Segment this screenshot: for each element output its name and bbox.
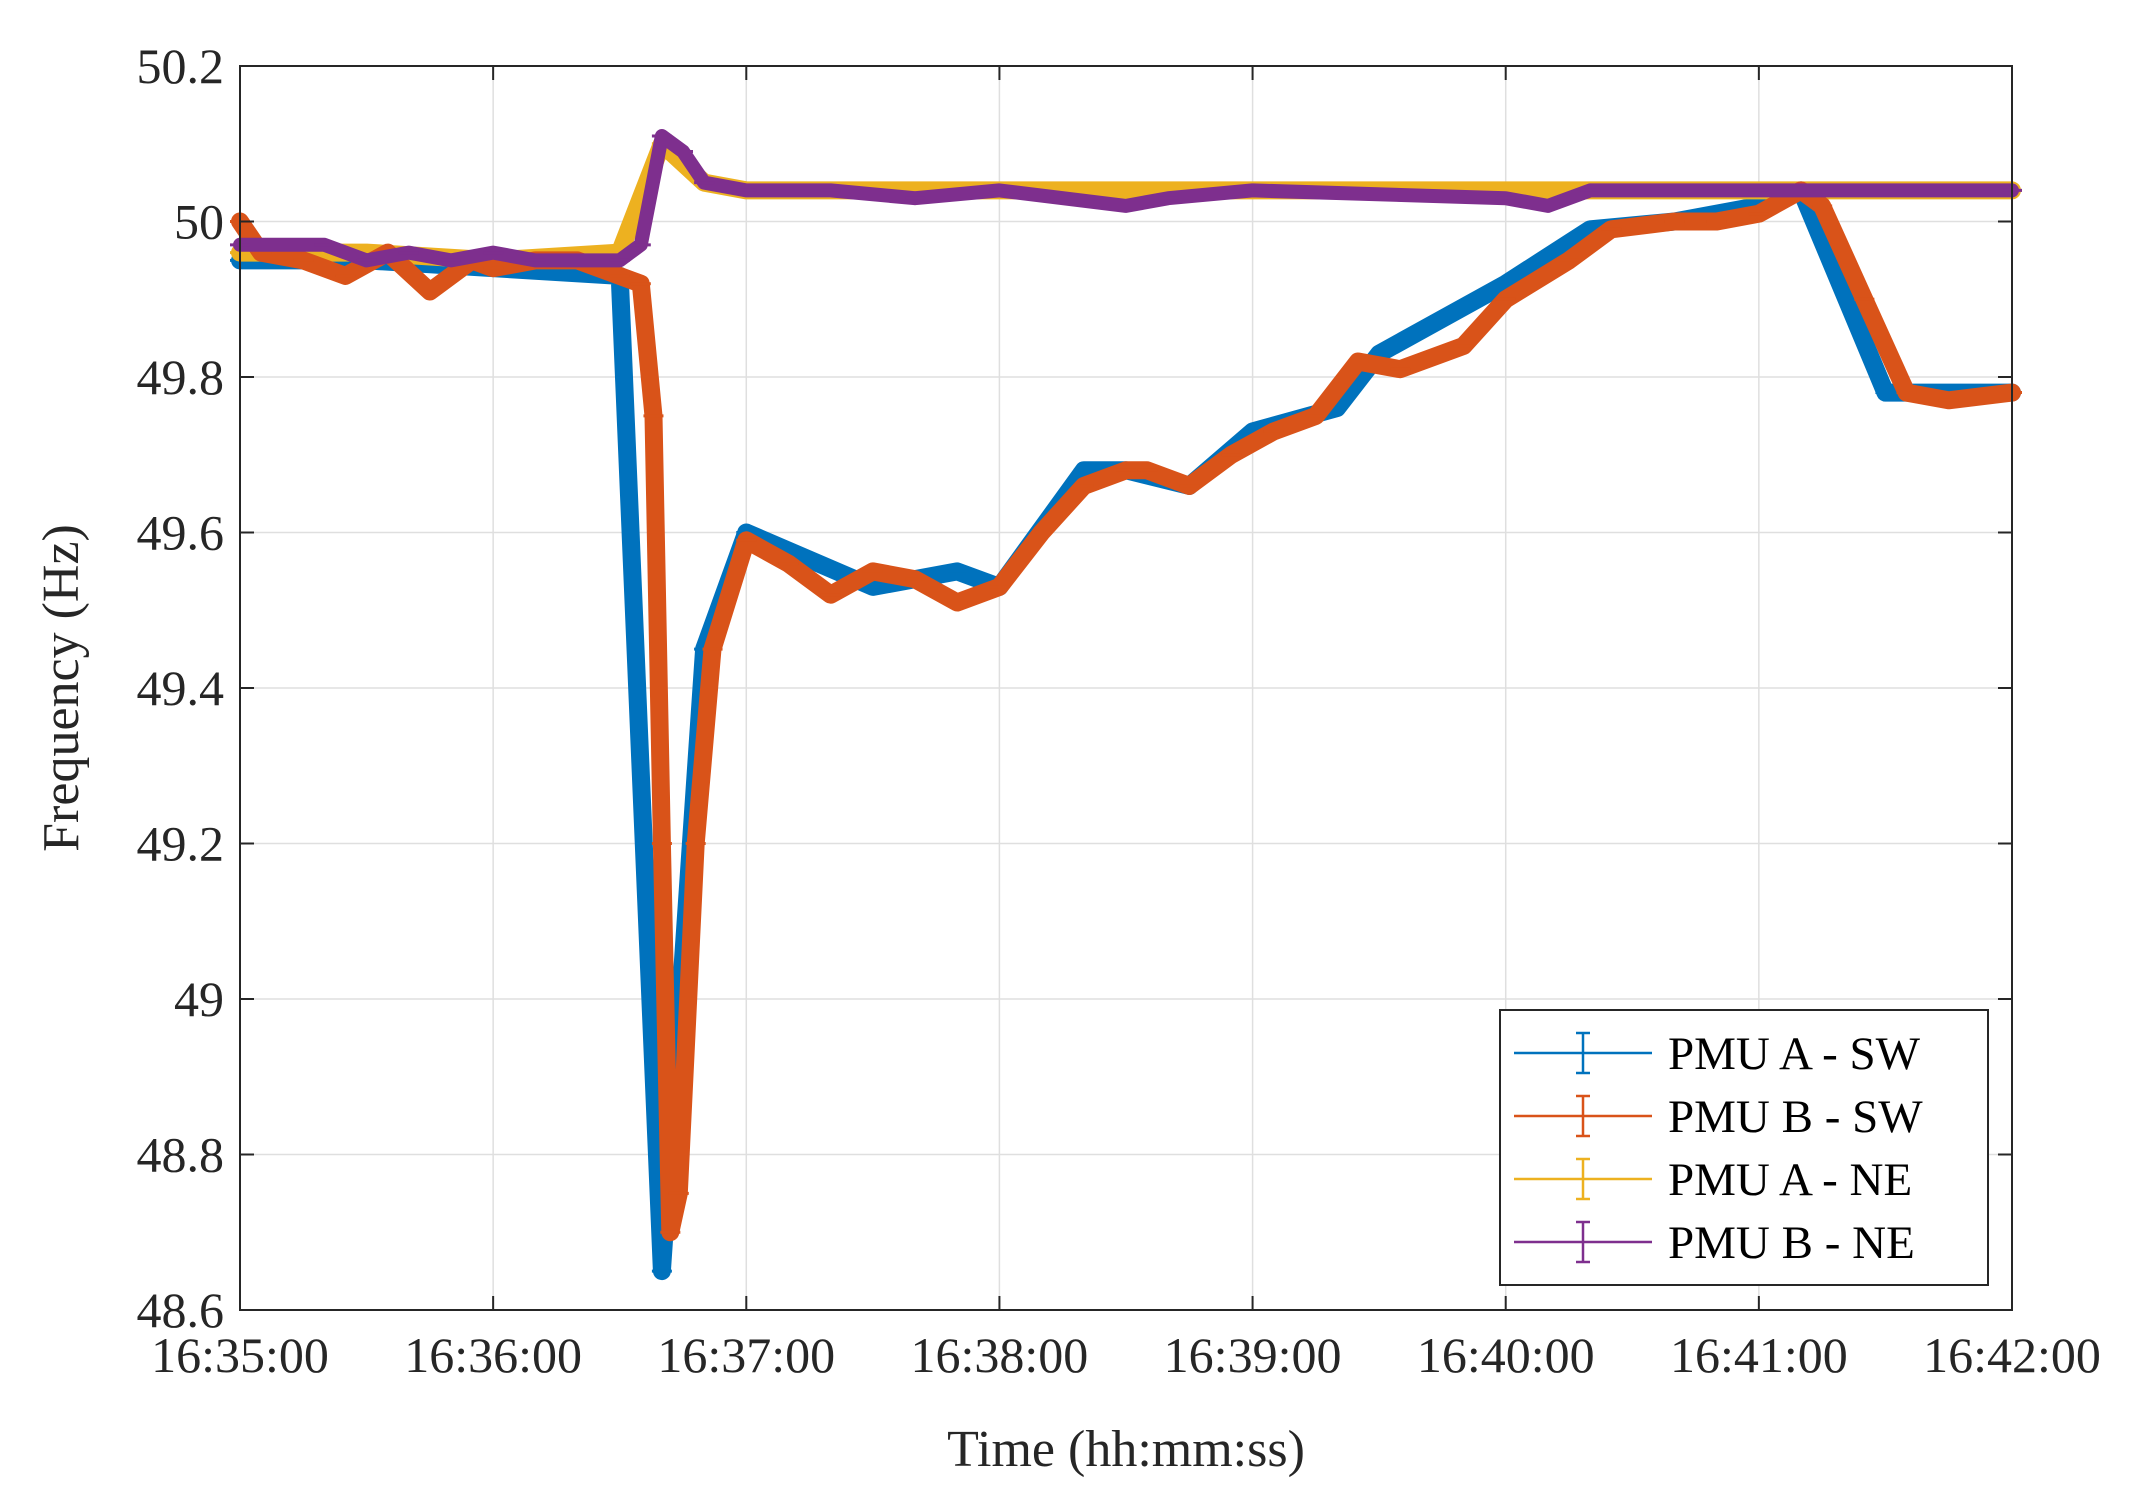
- series-pmu-b-ne: [230, 129, 2022, 268]
- legend-item: PMU A - SW: [1514, 1028, 1921, 1080]
- y-tick-label: 49.2: [137, 816, 225, 872]
- x-tick-label: 16:42:00: [1923, 1327, 2101, 1383]
- x-tick-label: 16:38:00: [911, 1327, 1089, 1383]
- y-tick-label: 49.8: [137, 349, 225, 405]
- x-tick-label: 16:35:00: [151, 1327, 329, 1383]
- x-tick-label: 16:36:00: [404, 1327, 582, 1383]
- y-axis-label: Frequency (Hz): [33, 524, 90, 852]
- x-tick-label: 16:40:00: [1417, 1327, 1595, 1383]
- y-axis: 48.6 48.8 49 49.2 49.4 49.6 49.8 50 50.2: [137, 38, 2012, 1338]
- y-tick-label: 48.8: [137, 1127, 225, 1183]
- x-axis-label: Time (hh:mm:ss): [947, 1421, 1305, 1478]
- x-tick-label: 16:41:00: [1670, 1327, 1848, 1383]
- y-tick-label: 49.6: [137, 505, 225, 561]
- series-layer: [230, 129, 2022, 1281]
- legend-item: PMU B - SW: [1514, 1091, 1923, 1143]
- y-tick-label: 50: [174, 194, 224, 250]
- x-tick-label: 16:37:00: [657, 1327, 835, 1383]
- legend-item: PMU A - NE: [1514, 1154, 1912, 1206]
- legend-box: [1499, 1009, 1989, 1286]
- legend-label: PMU A - NE: [1668, 1154, 1912, 1206]
- legend-label: PMU A - SW: [1668, 1028, 1921, 1080]
- y-tick-label: 50.2: [137, 38, 225, 94]
- x-axis: 16:35:00 16:36:00 16:37:00 16:38:00 16:39:00…: [151, 66, 2101, 1383]
- y-tick-label: 49: [174, 971, 224, 1027]
- y-tick-label: 48.6: [137, 1282, 225, 1338]
- legend: PMU A - SW PMU B - SW PMU A - NE PMU B - NE: [1499, 1009, 1989, 1286]
- legend-label: PMU B - SW: [1668, 1091, 1923, 1143]
- legend-label: PMU B - NE: [1668, 1217, 1915, 1269]
- y-tick-label: 49.4: [137, 660, 225, 716]
- x-tick-label: 16:39:00: [1164, 1327, 1342, 1383]
- legend-item: PMU B - NE: [1514, 1217, 1915, 1269]
